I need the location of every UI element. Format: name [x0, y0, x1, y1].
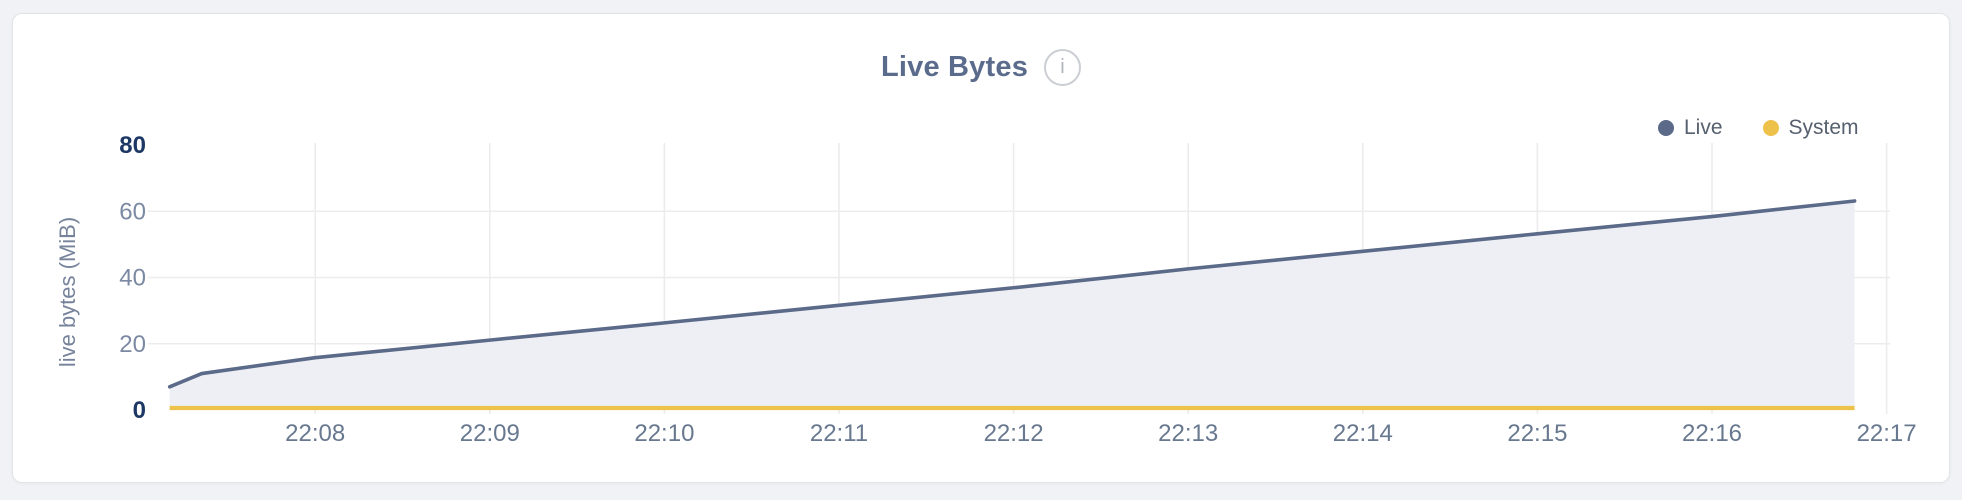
- x-tick-label: 22:11: [810, 420, 868, 447]
- system-series-dot: [1762, 120, 1779, 136]
- chart-title: Live Bytes: [880, 50, 1029, 83]
- x-tick-label: 22:08: [285, 420, 345, 447]
- y-tick-label: 40: [119, 265, 146, 292]
- chart-header: Live Bytes i: [13, 47, 1949, 87]
- x-tick-label: 22:12: [984, 420, 1044, 447]
- legend-item-live[interactable]: Live: [1658, 116, 1723, 140]
- legend: Live System: [1658, 116, 1859, 140]
- y-tick-label: 0: [133, 397, 146, 424]
- info-icon[interactable]: i: [1044, 48, 1082, 86]
- y-tick-label: 60: [119, 198, 146, 225]
- info-icon-glyph: i: [1060, 56, 1065, 78]
- x-tick-label: 22:16: [1682, 420, 1742, 447]
- y-tick-label: 20: [119, 331, 146, 358]
- legend-label-system: System: [1788, 116, 1859, 139]
- x-tick-label: 22:09: [460, 420, 520, 447]
- legend-item-system[interactable]: System: [1762, 116, 1859, 140]
- x-tick-label: 22:13: [1158, 420, 1218, 447]
- live-series-dot: [1658, 120, 1674, 136]
- x-tick-label: 22:10: [634, 420, 694, 447]
- x-tick-label: 22:17: [1857, 420, 1917, 447]
- live-area-fill: [169, 200, 1855, 410]
- live-line: [167, 199, 1857, 389]
- legend-label-live: Live: [1684, 116, 1723, 139]
- x-tick-label: 22:14: [1333, 420, 1393, 447]
- y-tick-label: 80: [119, 132, 146, 159]
- x-tick-label: 22:15: [1507, 420, 1567, 447]
